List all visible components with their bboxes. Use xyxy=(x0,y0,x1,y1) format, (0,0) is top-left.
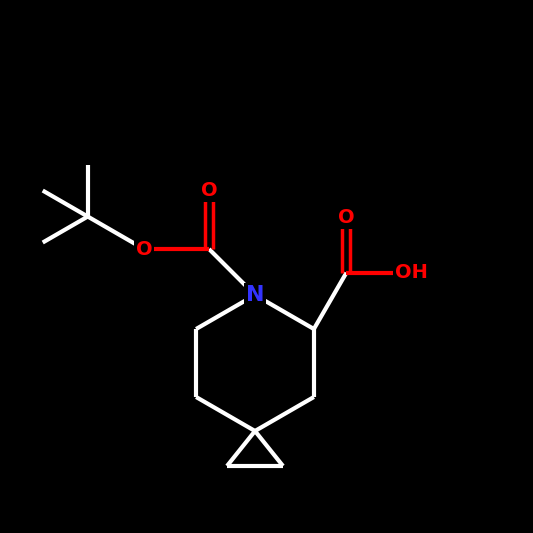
Text: O: O xyxy=(136,239,152,259)
Text: N: N xyxy=(246,285,264,305)
Text: O: O xyxy=(201,181,217,200)
Text: OH: OH xyxy=(395,263,428,282)
Text: O: O xyxy=(338,208,354,227)
